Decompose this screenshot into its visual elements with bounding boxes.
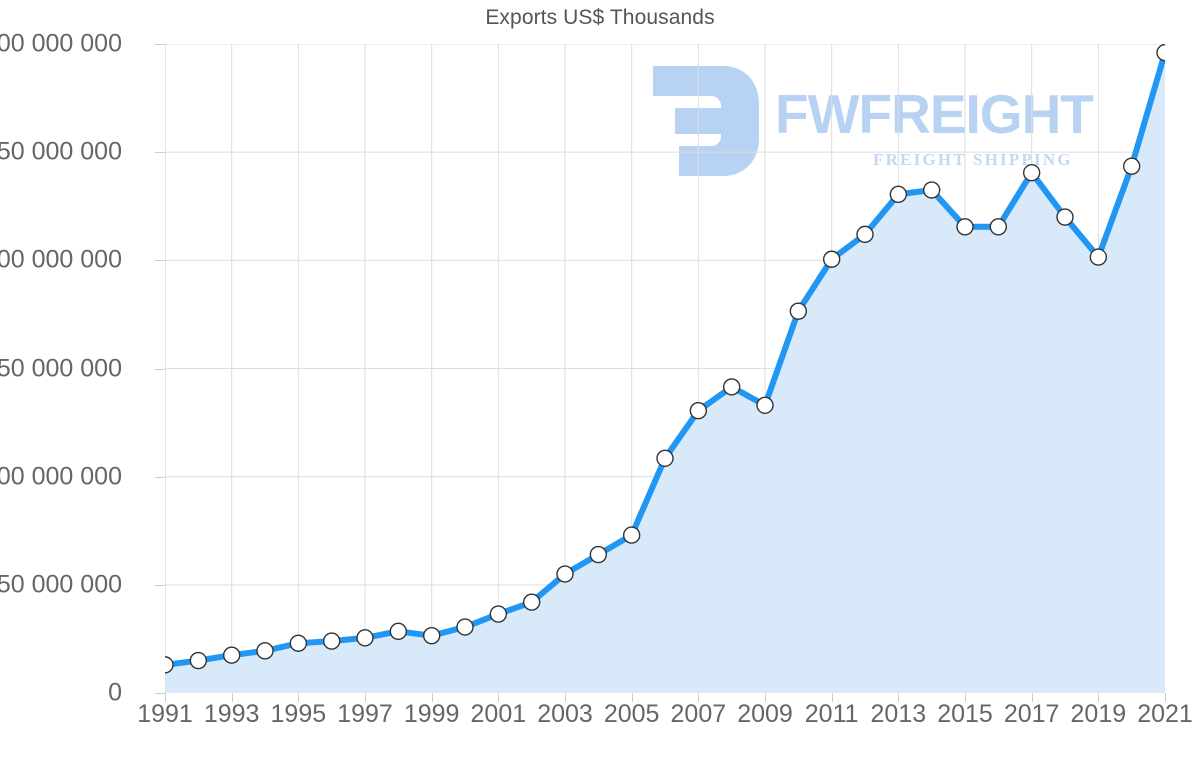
x-tick-mark	[1098, 693, 1100, 702]
data-point-marker[interactable]	[956, 218, 974, 236]
y-tick-label: 300 000 000	[0, 29, 122, 58]
data-point-marker[interactable]	[389, 622, 408, 641]
x-tick-mark	[431, 693, 433, 702]
data-point-marker[interactable]	[822, 250, 841, 268]
data-point-marker[interactable]	[689, 401, 708, 420]
y-tick-mark	[155, 260, 165, 262]
data-point-marker[interactable]	[189, 651, 208, 670]
x-tick-mark	[1165, 693, 1166, 702]
x-tick-mark	[498, 693, 500, 702]
y-tick-label: 100 000 000	[0, 462, 122, 491]
x-tick-mark	[1031, 693, 1033, 702]
x-tick-label: 1993	[203, 700, 260, 728]
area-fill	[165, 52, 1165, 693]
x-tick-label: 2007	[670, 700, 727, 728]
y-tick-mark	[155, 152, 165, 154]
x-tick-mark	[831, 693, 833, 702]
x-tick-label: 2005	[603, 700, 660, 728]
data-point-marker[interactable]	[489, 605, 508, 623]
data-point-marker[interactable]	[165, 656, 174, 674]
chart-title: Exports US$ Thousands	[485, 6, 715, 29]
y-tick-label: 0	[108, 678, 122, 707]
y-tick-label: 150 000 000	[0, 354, 122, 382]
y-tick-mark	[155, 368, 165, 370]
x-tick-mark	[231, 693, 233, 702]
x-tick-mark	[698, 693, 700, 702]
area-fill-group	[165, 52, 1165, 693]
chart-canvas	[165, 44, 1165, 693]
x-tick-label: 2001	[470, 700, 527, 728]
data-point-marker[interactable]	[1156, 44, 1165, 62]
x-tick-label: 1991	[137, 700, 193, 728]
data-point-marker[interactable]	[789, 302, 808, 320]
x-tick-label: 2011	[804, 700, 859, 728]
data-point-marker[interactable]	[1056, 208, 1074, 226]
y-tick-mark	[155, 476, 165, 478]
x-tick-label: 2013	[870, 700, 927, 728]
data-point-marker[interactable]	[889, 185, 908, 204]
data-point-marker[interactable]	[922, 181, 941, 199]
x-tick-mark	[631, 693, 633, 702]
x-tick-label: 1999	[403, 700, 460, 728]
data-point-marker[interactable]	[456, 618, 474, 636]
data-point-marker[interactable]	[422, 626, 441, 645]
data-point-marker[interactable]	[222, 646, 241, 664]
data-markers-group	[165, 44, 1165, 674]
plot-area: 0 50 000 000 100 000 000 150 000 000 200 000…	[0, 30, 1193, 729]
x-tick-label: 2019	[1070, 700, 1127, 728]
data-point-marker[interactable]	[356, 629, 374, 647]
data-point-marker[interactable]	[256, 642, 274, 660]
data-point-marker[interactable]	[589, 545, 608, 564]
y-tick-label: 200 000 000	[0, 245, 122, 274]
data-point-marker[interactable]	[989, 218, 1008, 236]
data-point-marker[interactable]	[556, 565, 574, 583]
x-tick-label: 1995	[270, 700, 327, 728]
x-tick-label: 2009	[737, 700, 793, 728]
data-point-marker[interactable]	[522, 593, 541, 611]
x-tick-label: 2017	[1003, 700, 1060, 728]
data-point-marker[interactable]	[322, 632, 341, 650]
y-tick-mark	[155, 693, 165, 694]
y-tick-mark	[155, 584, 165, 586]
x-tick-mark	[165, 693, 166, 702]
x-tick-label: 1997	[337, 700, 393, 728]
data-point-marker[interactable]	[656, 449, 674, 467]
x-tick-mark	[898, 693, 900, 702]
data-point-marker[interactable]	[622, 526, 641, 544]
x-tick-mark	[765, 693, 766, 702]
data-point-marker[interactable]	[722, 378, 741, 396]
x-tick-label: 2015	[937, 700, 993, 728]
data-point-marker[interactable]	[289, 634, 308, 652]
x-tick-mark	[965, 693, 966, 702]
data-point-marker[interactable]	[756, 396, 774, 414]
y-tick-mark	[155, 44, 165, 45]
y-tick-label: 250 000 000	[0, 137, 122, 166]
x-tick-mark	[365, 693, 366, 702]
data-point-marker[interactable]	[1022, 164, 1041, 182]
data-point-marker[interactable]	[1122, 157, 1141, 175]
y-tick-label: 50 000 000	[0, 570, 122, 599]
x-tick-mark	[565, 693, 566, 702]
data-point-marker[interactable]	[856, 225, 874, 244]
x-tick-label: 2003	[537, 700, 593, 728]
x-tick-label: 2021	[1137, 700, 1193, 728]
x-tick-mark	[298, 693, 300, 702]
data-point-marker[interactable]	[1089, 248, 1108, 266]
